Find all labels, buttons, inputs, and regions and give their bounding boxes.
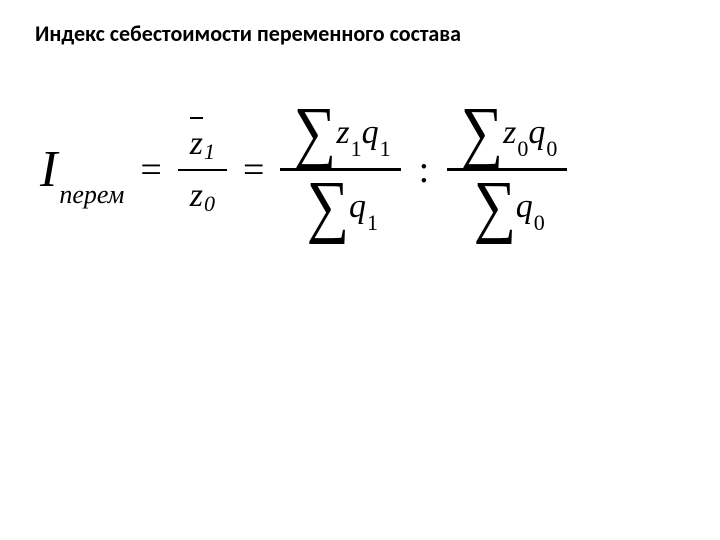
zbar1: z 1 [178,119,227,169]
sigma-icon: ∑ [307,175,349,238]
var-I: I [40,144,57,196]
bar-over-z0 [190,169,203,171]
z0-var: z [503,114,516,152]
equals-2: = [243,151,264,189]
q1-varsub: 1 [380,136,391,162]
z1-sub: 1 [204,139,215,165]
q1d-varsub: 1 [367,210,378,236]
bf2-num: ∑ z 0 q 0 [447,97,567,168]
big-fraction-2: ∑ z 0 q 0 ∑ q 0 [447,97,567,242]
z0-varsub: 0 [517,136,528,162]
q0d-var: q [516,188,533,226]
zbar0: z 0 [178,171,227,221]
q0d-varsub: 0 [534,210,545,236]
z0-letter: z [190,177,203,214]
sub-perem: перем [59,182,124,208]
z1-var: z [336,114,349,152]
q0-var: q [528,114,545,152]
colon-divider: : [419,148,430,192]
zbar-fraction: z 1 z 0 [178,119,227,221]
bar-over-z1 [190,117,203,119]
z1q1-group: z 1 q 1 [336,114,390,152]
big-fraction-1: ∑ z 1 q 1 ∑ q 1 [280,97,400,242]
q1-group: q 1 [349,188,378,226]
q0-group: q 0 [516,188,545,226]
z1-letter: z [190,125,203,162]
q1-var: q [362,114,379,152]
formula-container: I перем = z 1 z 0 = ∑ z 1 q [40,97,685,242]
page-title: Индекс себестоимости переменного состава [35,20,685,47]
z0-sub: 0 [204,191,215,217]
q1d-var: q [349,188,366,226]
z1-varsub: 1 [351,136,362,162]
lhs: I перем [40,144,124,196]
equals-1: = [140,151,161,189]
bf2-den: ∑ q 0 [460,171,555,242]
z0q0-group: z 0 q 0 [503,114,557,152]
sigma-icon: ∑ [294,101,336,164]
bf1-num: ∑ z 1 q 1 [280,97,400,168]
zbar0-z: z [190,177,203,215]
zbar1-z: z [190,125,203,163]
q0-varsub: 0 [546,136,557,162]
sigma-icon: ∑ [474,175,516,238]
sigma-icon: ∑ [461,101,503,164]
bf1-den: ∑ q 1 [293,171,388,242]
